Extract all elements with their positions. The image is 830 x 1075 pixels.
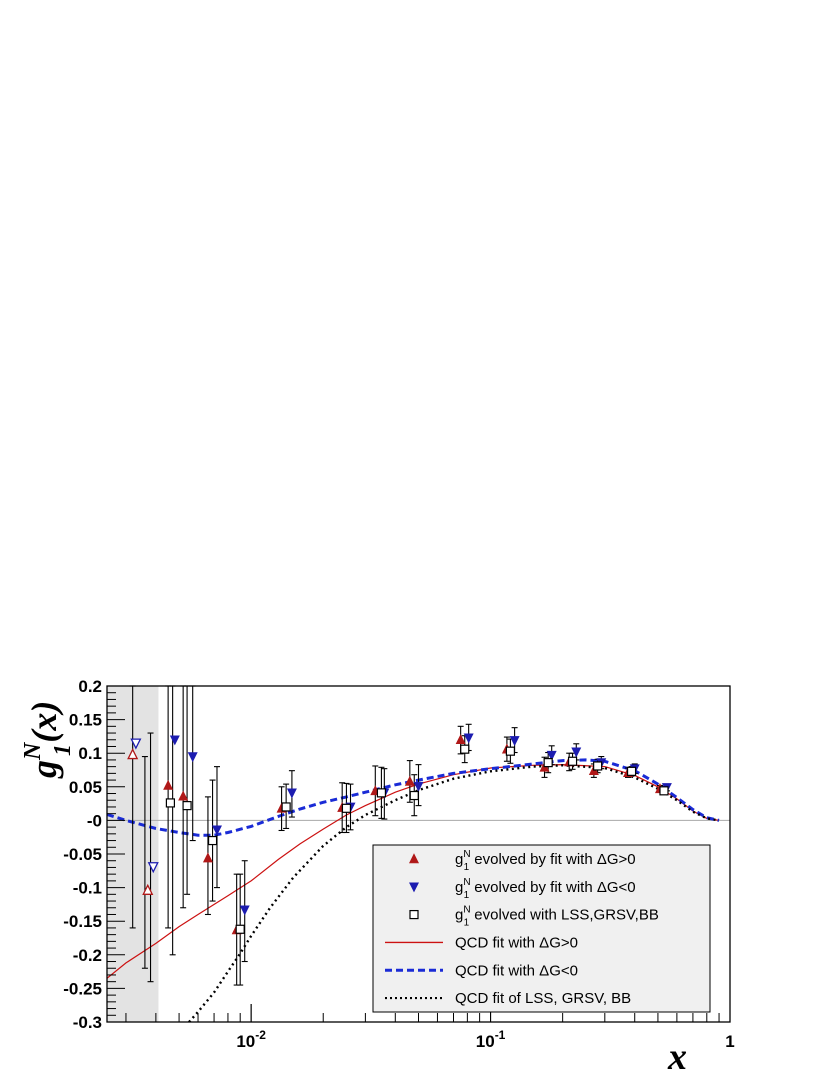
data-point-triangle-up [127,748,139,760]
legend-label: gN 1 evolved with LSS,GRSV,BB [455,905,659,929]
y-tick-label: -0.1 [73,879,102,898]
y-tick-label: 0.1 [78,744,102,763]
y-tick-label: -0.25 [63,979,102,998]
data-point-triangle-down [187,752,198,763]
data-point-triangle-down [286,788,297,799]
data-point-open-square [376,788,387,798]
curve-dashed [107,758,720,837]
data-point-open-square [659,786,669,796]
legend-label: QCD fit of LSS, GRSV, BB [455,990,631,1007]
legend-label: QCD fit with ΔG<0 [455,962,578,979]
x-tick-label: 10-1 [476,1028,506,1051]
data-point-triangle-down [239,905,250,916]
data-point-open-square [182,801,192,811]
data-point-open-square [543,758,553,768]
data-point-open-square [626,766,637,776]
y-axis-title: gN(x) 1 [20,701,76,779]
data-point-triangle-up [142,883,154,895]
data-point-open-square [165,798,176,808]
data-point-triangle-up [202,852,213,863]
svg-text:gN(x): gN(x) [20,701,64,779]
data-point-open-square [505,746,515,756]
data-point-triangle-up [455,734,466,745]
data-point-open-square [341,803,352,813]
data-point-open-square [593,761,603,771]
x-axis-ticks: 10-2 10-1 1 [125,1004,735,1051]
legend-marker-triangle-up [409,853,419,864]
y-tick-label: -0.3 [73,1013,102,1032]
y-axis-ticks: 0.2 0.15 0.1 0.05 -0 -0.05 -0.1 -0.15 -0.2 -0.25 -… [63,677,125,1032]
data-markers [127,733,672,935]
y-tick-label: 0.2 [78,677,102,696]
data-point-triangle-down [130,738,142,750]
x-tick-label: 10-2 [236,1028,266,1051]
legend-label: QCD fit with ΔG>0 [455,934,578,951]
data-point-open-square [409,790,419,801]
x-tick-label: 1 [725,1032,734,1051]
data-point-triangle-down [546,750,557,761]
legend-box [372,844,711,1013]
legend: gN 1 evolved by fit with ΔG>0 gN 1 evolved … [372,844,711,1013]
y-axis-title-arg: (x) [24,701,64,743]
curve-solid [107,763,720,979]
y-tick-label: 0.15 [69,711,102,730]
y-tick-label: -0.05 [63,845,102,864]
data-point-open-square [235,924,245,934]
y-axis-title-sup: N [20,741,46,761]
legend-label: gN 1 evolved by fit with ΔG>0 [455,849,636,873]
y-tick-label: -0.2 [73,946,102,965]
data-point-triangle-down [169,735,180,746]
x-axis-title: x [667,1036,687,1075]
y-tick-label: 0.05 [69,778,102,797]
data-point-open-square [281,802,291,812]
data-point-triangle-down [571,747,582,758]
y-axis-title-main: g [24,760,64,779]
data-point-open-square [207,835,218,846]
data-point-open-square [460,744,470,754]
legend-label: gN 1 evolved by fit with ΔG<0 [455,877,636,901]
data-point-triangle-down [463,733,474,744]
y-axis-title-sub: 1 [50,744,76,756]
data-point-triangle-down [147,862,159,874]
data-point-triangle-down [212,825,222,836]
y-tick-label: -0 [87,811,102,830]
data-point-triangle-up [163,779,174,790]
data-point-triangle-up [404,775,415,786]
data-point-triangle-down [413,781,424,792]
data-point-open-square [567,756,578,766]
data-point-triangle-down [509,736,520,747]
y-tick-label: -0.15 [63,912,102,931]
legend-marker-triangle-down [409,882,419,893]
legend-marker-open-square [409,909,419,920]
data-point-triangle-up [178,790,189,801]
